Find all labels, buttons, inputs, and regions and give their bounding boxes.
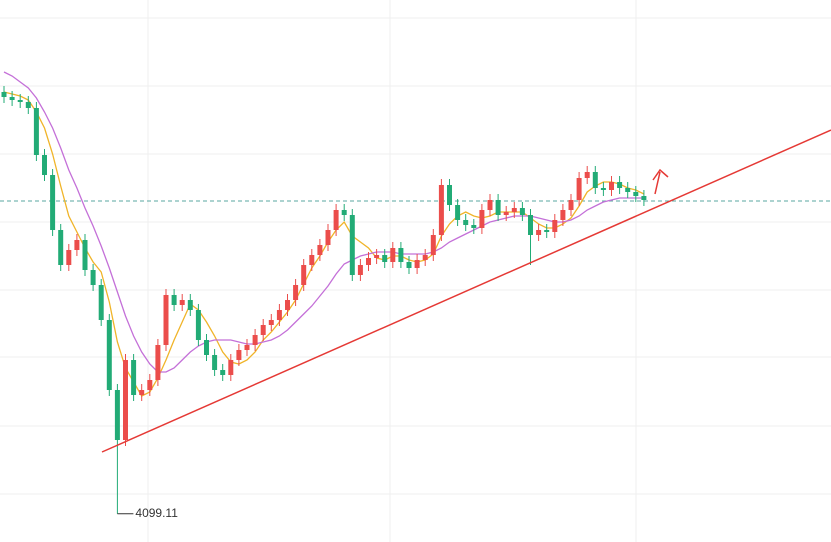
candle-body [236,350,242,360]
candle-body [406,262,412,268]
candle-body [74,240,80,250]
candle-body [285,300,290,310]
candle-body [1,92,7,97]
candle-body [204,340,209,355]
candle-body [179,300,185,305]
candle-body [617,182,623,188]
candle-body [568,200,574,210]
candle-body [171,295,177,305]
candle-body [333,210,339,230]
candle-body [609,182,614,190]
candle-body [447,185,452,205]
candle-body [187,300,193,310]
candle-body [544,230,550,232]
candle-body [33,108,39,155]
candle-body [325,230,331,245]
candle-body [293,285,299,300]
candle-body [600,188,606,190]
candle-body [17,100,23,102]
candle-body [560,210,566,220]
candle-body [592,172,598,188]
candle-body [98,285,104,320]
candle-body [341,210,347,215]
candle-body [519,208,525,215]
candle-body [382,255,388,262]
low-label: 4099.11 [135,506,178,520]
candle-body [244,345,250,350]
candle-body [212,355,218,370]
candle-body [276,310,282,320]
candle-body [82,240,88,270]
candle-body [42,155,47,175]
candle-body [625,188,631,192]
candle-body [114,390,120,440]
moving-average [3,91,645,397]
candle-body [357,265,363,275]
trendline [101,129,831,453]
candle-body [374,255,380,258]
candle-body [430,235,436,255]
candle-body [487,200,493,210]
candle-body [228,360,234,375]
candle-body [309,255,315,265]
moving-average [3,71,644,373]
candle-body [584,172,590,178]
candle-body [252,335,258,345]
candle-body [163,295,169,345]
candle-body [390,248,396,262]
candle-body [58,230,64,265]
candle-body [25,102,31,108]
candle-body [479,210,485,228]
candle-body [349,215,355,275]
candle-body [511,208,517,212]
candle-body [414,260,420,268]
candle-body [147,380,153,390]
candle-body [90,270,96,285]
candle-body [528,215,533,235]
candle-body [536,230,542,235]
candle-body [66,250,72,265]
candle-body [123,360,128,440]
candle-body [471,225,477,228]
candle-body [195,310,201,340]
candle-body [50,175,56,230]
candle-body [463,220,469,225]
candle-body [301,265,307,285]
candle-body [268,320,274,325]
candle-body [9,97,15,100]
candle-body [398,248,404,262]
candle-body [131,360,137,395]
candle-body [495,200,501,215]
candle-body [139,390,145,395]
candle-body [422,255,428,260]
candle-body [455,205,461,220]
candle-body [260,325,266,335]
candle-body [633,192,639,196]
candle-body [552,220,558,232]
candle-body [220,370,226,375]
candle-body [106,320,112,390]
candle-body [576,178,582,200]
candle-body [641,196,647,200]
candle-body [317,245,323,255]
candle-body [366,258,371,265]
candle-body [155,345,161,380]
candle-body [438,185,444,235]
arrow [652,168,669,195]
candle-body [503,212,509,215]
